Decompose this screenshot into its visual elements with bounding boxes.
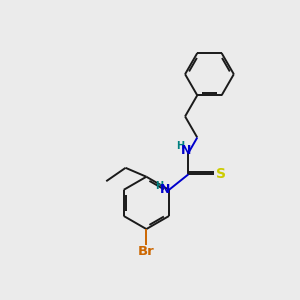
Text: N: N: [160, 183, 171, 196]
Text: Br: Br: [138, 245, 155, 258]
Text: S: S: [216, 167, 226, 182]
Text: N: N: [181, 143, 191, 157]
Text: H: H: [155, 181, 163, 191]
Text: H: H: [176, 141, 184, 152]
